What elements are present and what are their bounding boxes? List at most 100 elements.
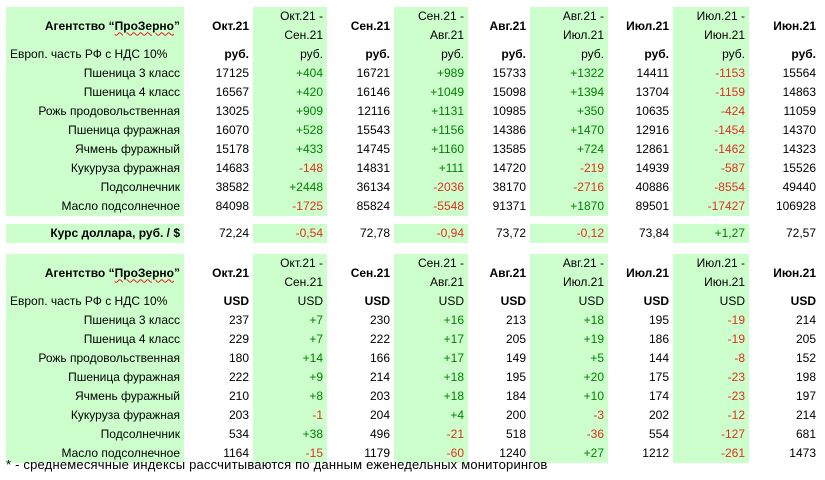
change-cell: +7 [253, 330, 327, 349]
change-cell: +8 [253, 387, 327, 406]
column-header-line2: Сен.21 [284, 28, 323, 42]
price-cell: 149 [505, 351, 526, 365]
unit-cell: USD [364, 294, 390, 308]
row-label: Пшеница 3 класс [6, 311, 184, 330]
change-cell: -2036 [394, 178, 468, 197]
price-cell: 210 [228, 389, 249, 403]
exchange-rate-value: 72,78 [359, 226, 390, 240]
price-cell: 554 [648, 427, 669, 441]
price-cell: 14745 [356, 142, 390, 156]
change-cell: -23 [673, 387, 749, 406]
row-label: Ячмень фуражный [6, 387, 184, 406]
row-label: Пшеница фуражная [6, 121, 184, 140]
column-header: Авг.21 [468, 254, 530, 292]
column-header-line2: Июл.21 [562, 28, 604, 42]
change-cell: +1322 [530, 64, 608, 83]
unit-cell: руб. [644, 47, 669, 61]
table-row: Пшеница 3 класс 237 +7 230 +16 213 +18 195 -19 21… [6, 311, 820, 330]
unit-row-label: Европ. часть РФ с НДС 10% [6, 45, 184, 64]
unit-cell: руб. [253, 45, 327, 64]
column-header: Июл.21 - Июн.21 [673, 7, 749, 45]
change-cell: -5548 [394, 197, 468, 216]
change-cell: -8554 [673, 178, 749, 197]
price-cell: 222 [369, 332, 390, 346]
unit-cell: руб. [791, 47, 816, 61]
exchange-rate-value: 72,57 [785, 226, 816, 240]
unit-cell: USD [673, 292, 749, 311]
column-header: Авг.21 - Июл.21 [530, 7, 608, 45]
change-cell: +5 [530, 349, 608, 368]
change-cell: -148 [253, 159, 327, 178]
table-row: Ячмень фуражный 210 +8 203 +18 184 +10 174 -23 19… [6, 387, 820, 406]
unit-cell: USD [643, 294, 669, 308]
row-label: Кукуруза фуражная [6, 159, 184, 178]
change-cell: +9 [253, 368, 327, 387]
change-cell: +1049 [394, 83, 468, 102]
unit-row: Европ. часть РФ с НДС 10% руб. руб. руб. руб… [6, 45, 820, 64]
change-cell: +4 [394, 406, 468, 425]
agency-title: Агентство “ПроЗерно” [6, 254, 184, 292]
price-cell: 229 [228, 332, 249, 346]
exchange-rate-value: 73,72 [495, 226, 526, 240]
price-cell: 15564 [782, 66, 816, 80]
agency-suffix: ” [174, 265, 180, 280]
price-cell: 203 [228, 408, 249, 422]
price-cell: 12916 [635, 123, 669, 137]
change-cell: -1462 [673, 140, 749, 159]
price-cell: 36134 [356, 180, 390, 194]
column-header: Окт.21 [184, 7, 253, 45]
change-cell: -1153 [673, 64, 749, 83]
price-cell: 15178 [215, 142, 249, 156]
change-cell: +909 [253, 102, 327, 121]
column-header: Июл.21 [608, 7, 673, 45]
price-cell: 180 [228, 351, 249, 365]
price-cell: 16070 [215, 123, 249, 137]
change-cell: -1159 [673, 83, 749, 102]
exchange-rate-change: -0,94 [394, 224, 468, 243]
change-cell: +1160 [394, 140, 468, 159]
change-cell: -127 [673, 425, 749, 444]
column-header-line1: Сен.21 [350, 265, 390, 280]
column-header-line1: Июл.21 [626, 18, 669, 33]
change-cell: +1394 [530, 83, 608, 102]
price-cell: 17125 [215, 66, 249, 80]
price-cell: 534 [228, 427, 249, 441]
unit-cell: руб. [501, 47, 526, 61]
price-cell: 202 [648, 408, 669, 422]
change-cell: +989 [394, 64, 468, 83]
change-cell: -12 [673, 406, 749, 425]
row-label: Ячмень фуражный [6, 140, 184, 159]
column-header: Авг.21 - Июл.21 [530, 254, 608, 292]
column-header: Сен.21 - Авг.21 [394, 254, 468, 292]
column-header: Июл.21 [608, 254, 673, 292]
column-header-line1: Сен.21 - [418, 256, 464, 270]
change-cell: +111 [394, 159, 468, 178]
change-cell: +528 [253, 121, 327, 140]
column-header-line1: Окт.21 - [280, 9, 323, 23]
column-header: Окт.21 [184, 254, 253, 292]
price-cell: 237 [228, 313, 249, 327]
column-header-line1: Авг.21 [489, 265, 526, 280]
unit-cell: USD [394, 292, 468, 311]
price-cell: 518 [505, 427, 526, 441]
rub-price-table: Агентство “ПроЗерно” Окт.21 Окт.21 - Сен.21… [6, 7, 820, 216]
price-cell: 14411 [636, 66, 669, 80]
change-cell: +404 [253, 64, 327, 83]
change-cell: +350 [530, 102, 608, 121]
price-cell: 496 [369, 427, 390, 441]
column-header-line1: Сен.21 [350, 18, 390, 33]
header-row: Агентство “ПроЗерно” Окт.21 Окт.21 - Сен.21… [6, 7, 820, 45]
table-row: Рожь продовольственная 180 +14 166 +17 149 +5 1… [6, 349, 820, 368]
table-row: Кукуруза фуражная 203 -1 204 +4 200 -3 202 -12 21… [6, 406, 820, 425]
change-cell: +7 [253, 311, 327, 330]
price-cell: 15526 [782, 161, 816, 175]
change-cell: +20 [530, 368, 608, 387]
price-cell: 204 [369, 408, 390, 422]
agency-name: ПроЗерно [114, 18, 174, 33]
column-header: Сен.21 - Авг.21 [394, 7, 468, 45]
price-cell: 40886 [635, 180, 669, 194]
price-cell: 205 [505, 332, 526, 346]
column-header-line1: Авг.21 - [562, 9, 604, 23]
table-row: Рожь продовольственная 13025 +909 12116 +113… [6, 102, 820, 121]
change-cell: +1870 [530, 197, 608, 216]
